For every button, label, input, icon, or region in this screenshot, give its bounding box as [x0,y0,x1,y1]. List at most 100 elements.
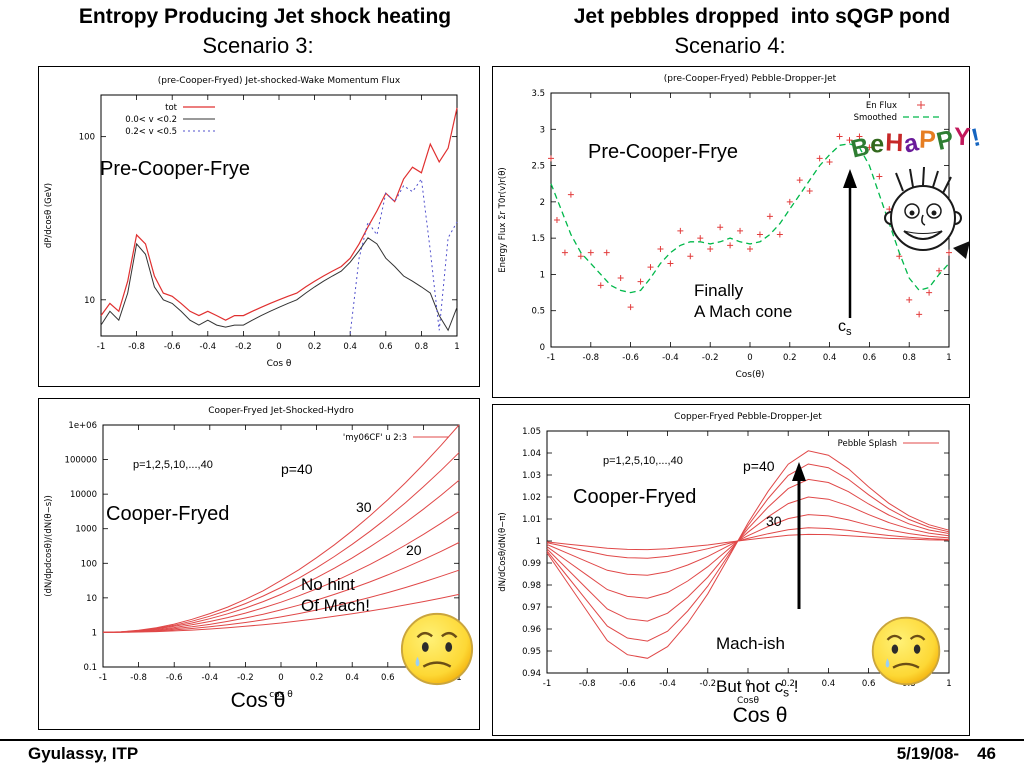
svg-text:-1: -1 [99,673,107,683]
svg-text:0.96: 0.96 [522,625,541,635]
svg-text:dP/dcosθ (GeV): dP/dcosθ (GeV) [44,183,54,248]
svg-text:(dN/dpdcosθ)/(dN(θ−s)): (dN/dpdcosθ)/(dN(θ−s)) [44,495,54,597]
annotation-p-list-left: p=1,2,5,10,...,40 [133,459,213,471]
panel-pebble-dropper-jet: (pre-Cooper-Fryed) Pebble-Dropper-Jet -1 -… [492,66,970,398]
footer-author: Gyulassy, ITP [28,744,139,763]
annotation-pre-cooper-frye-right: Pre-Cooper-Frye [588,141,739,163]
annotation-finally-mach-cone: Finally A Mach cone [694,281,793,322]
svg-text:Cos(θ): Cos(θ) [735,370,764,380]
svg-text:-0.8: -0.8 [583,353,600,363]
mach-cone-arrow-icon [843,169,857,318]
svg-text:2: 2 [540,198,545,208]
svg-text:-0.8: -0.8 [579,679,596,689]
svg-text:dN/dCosθ/dN(θ−π): dN/dCosθ/dN(θ−π) [498,512,508,591]
annotation-no-hint-of-mach: No hint Of Mach! [301,575,370,616]
svg-text:3: 3 [540,125,545,135]
svg-text:0.1: 0.1 [83,663,97,673]
svg-text:0: 0 [747,353,752,363]
annotation-cos-theta-left: Cos θ [230,689,286,712]
svg-text:-0.4: -0.4 [202,673,219,683]
svg-text:0.8: 0.8 [902,353,916,363]
svg-text:0.2: 0.2 [783,353,797,363]
annotation-p-list-right: p=1,2,5,10,...,40 [603,455,683,467]
svg-text:1: 1 [946,353,951,363]
annotation-cooper-fryed-left: Cooper-Fryed [106,503,230,525]
svg-text:100000: 100000 [65,456,97,466]
svg-text:Cos θ: Cos θ [267,359,292,369]
svg-text:1.01: 1.01 [522,515,541,525]
mach-ish-line2-end: ! [789,676,799,696]
svg-text:0.0< v <0.2: 0.0< v <0.2 [125,115,177,125]
sad-face-icon [871,616,941,686]
svg-text:Pebble Splash: Pebble Splash [838,439,897,449]
svg-text:10: 10 [84,296,95,306]
svg-text:0.4: 0.4 [345,673,359,683]
svg-text:1000: 1000 [75,525,97,535]
scenario-3-label: Scenario 3: [202,33,314,58]
svg-text:1.02: 1.02 [522,493,541,503]
footer-page-number: 46 [977,744,996,763]
svg-text:0.4: 0.4 [823,353,837,363]
svg-text:-0.6: -0.6 [619,679,636,689]
annotation-p30-left: 30 [356,499,372,515]
scenario-4-label: Scenario 4: [674,33,786,58]
svg-text:-0.6: -0.6 [166,673,183,683]
annotation-mach-ish: Mach-ish But not cs ! [716,612,799,700]
svg-text:0: 0 [540,343,545,353]
chart-pebble-splash: Copper-Fryed Pebble-Dropper-Jet -1 -0.8 -0.… [498,412,952,706]
footer-divider [0,739,1024,741]
svg-text:'my06CF' u 2:3: 'my06CF' u 2:3 [343,433,407,443]
svg-text:1.03: 1.03 [522,471,541,481]
svg-text:0: 0 [745,679,750,689]
svg-text:0: 0 [278,673,283,683]
svg-text:-0.6: -0.6 [622,353,639,363]
svg-text:1: 1 [536,537,541,547]
svg-text:0.2: 0.2 [310,673,324,683]
svg-text:0: 0 [276,342,281,352]
be-happy-letter: e [869,130,886,159]
svg-text:100: 100 [81,559,97,569]
svg-text:-0.2: -0.2 [237,673,254,683]
cs-subscript: s [846,326,852,339]
annotation-pre-cooper-frye-left: Pre-Cooper-Frye [100,158,251,180]
footer-date: 5/19/08- [896,744,960,763]
svg-text:Copper-Fryed Pebble-Dropper-J: Copper-Fryed Pebble-Dropper-Jet [674,412,822,422]
svg-text:-0.4: -0.4 [200,342,217,352]
svg-text:-0.4: -0.4 [662,353,679,363]
svg-text:0.4: 0.4 [822,679,836,689]
annotation-cs-label: cs [838,318,852,338]
svg-text:-1: -1 [543,679,551,689]
chart-jet-shocked-hydro: Cooper-Fryed Jet-Shocked-Hydro -1 -0.8 -0.6… [44,406,462,700]
annotation-p40-right: p=40 [743,458,775,474]
svg-text:-0.2: -0.2 [235,342,252,352]
svg-text:Energy Flux Σr T0r(v)r(θ): Energy Flux Σr T0r(v)r(θ) [498,167,508,272]
svg-text:cos θ: cos θ [269,690,293,700]
svg-text:Cooper-Fryed Jet-Shocked-Hydro: Cooper-Fryed Jet-Shocked-Hydro [208,406,354,416]
annotation-p30-right: 30 [766,513,782,529]
svg-text:1.5: 1.5 [531,234,545,244]
svg-text:0.5: 0.5 [531,307,545,317]
svg-text:-0.8: -0.8 [130,673,147,683]
happy-doodle-face-icon [884,166,970,259]
mach-ish-line2: But not c [716,676,784,696]
svg-text:0.2< v <0.5: 0.2< v <0.5 [125,127,177,137]
cs-symbol: c [838,318,846,335]
svg-text:0.98: 0.98 [522,581,541,591]
svg-text:2.5: 2.5 [531,162,545,172]
svg-text:0.6: 0.6 [379,342,393,352]
svg-text:1: 1 [454,342,459,352]
svg-text:1e+06: 1e+06 [68,421,97,431]
sad-face-icon [400,612,474,686]
svg-text:Smoothed: Smoothed [854,113,897,123]
svg-text:0.95: 0.95 [522,647,541,657]
svg-text:0.4: 0.4 [343,342,357,352]
svg-text:0.99: 0.99 [522,559,541,569]
slide-title-left: Entropy Producing Jet shock heating [78,5,452,28]
svg-text:0.8: 0.8 [415,342,429,352]
mach-ish-sub: s [783,685,790,700]
annotation-cos-theta-right: Cos θ [732,704,788,727]
svg-text:1.05: 1.05 [522,427,541,437]
slide-title-right: Jet pebbles dropped into sQGP pond [573,5,951,28]
footer-date-page: 5/19/08- 46 [897,744,996,764]
